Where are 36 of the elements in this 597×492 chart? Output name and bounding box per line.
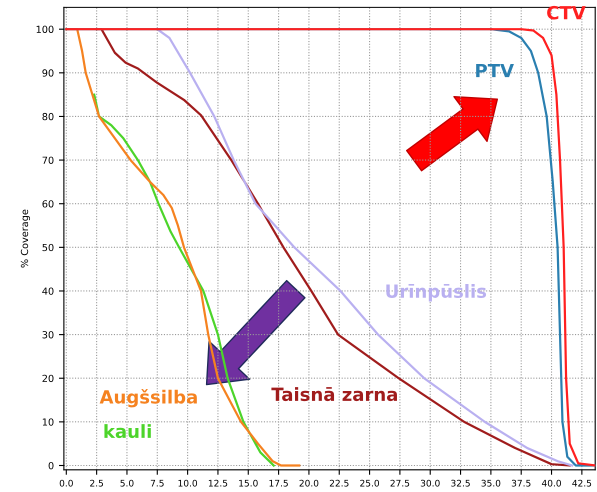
y-tick-label: 20 (42, 374, 54, 382)
y-tick-label: 100 (36, 26, 54, 34)
y-tick-label: 40 (42, 287, 54, 295)
x-tick-label: 37.5 (512, 480, 530, 487)
x-tick-label: 35.0 (482, 480, 500, 487)
x-tick-label: 30.0 (420, 480, 440, 487)
series-label: CTV (547, 6, 586, 20)
x-tick-label: 27.5 (390, 480, 410, 487)
x-tick-label: 10.0 (178, 480, 198, 487)
y-tick-label: 50 (42, 244, 54, 252)
series-label: Augšsilba (100, 389, 197, 408)
x-tick-label: 20.0 (300, 480, 318, 487)
y-axis-title: % Coverage (20, 210, 30, 268)
y-tick-label: 90 (42, 69, 54, 77)
series-label: Taisnā zarna (271, 387, 397, 402)
y-tick-label: 80 (42, 112, 54, 120)
y-tick-label: 70 (42, 156, 54, 164)
x-tick-label: 15.0 (239, 480, 258, 487)
series-label: Urīnpūslis (386, 284, 486, 302)
y-tick-label: 60 (42, 200, 54, 208)
y-tick-label: 30 (42, 331, 54, 338)
y-tick-label: 10 (42, 418, 54, 426)
x-tick-label: 12.5 (208, 480, 228, 487)
x-tick-label: 32.5 (451, 480, 470, 487)
x-tick-label: 17.5 (270, 480, 288, 487)
x-tick-label: 7.5 (150, 480, 164, 487)
text: kauli (104, 424, 151, 438)
x-tick-label: 22.5 (330, 480, 349, 487)
series-label: PTV (476, 64, 514, 78)
x-tick-label: 40.0 (542, 480, 561, 487)
x-tick-label: 0.0 (60, 480, 73, 487)
x-tick-label: 5.0 (120, 480, 134, 487)
y-tick-label: 0 (48, 462, 54, 470)
x-tick-label: 2.5 (90, 480, 104, 487)
x-tick-label: 25.0 (360, 480, 380, 487)
x-tick-label: 42.5 (572, 480, 592, 487)
